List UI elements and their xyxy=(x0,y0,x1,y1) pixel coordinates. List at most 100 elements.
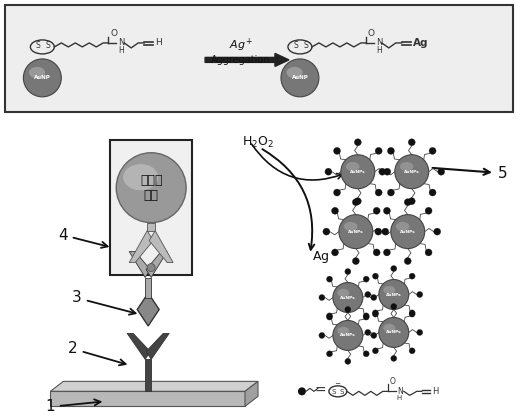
Ellipse shape xyxy=(326,314,333,320)
Text: AuNPs: AuNPs xyxy=(348,229,364,234)
Ellipse shape xyxy=(408,139,415,146)
Ellipse shape xyxy=(409,310,415,316)
Text: H: H xyxy=(376,46,382,56)
Ellipse shape xyxy=(373,208,380,214)
Ellipse shape xyxy=(365,330,371,335)
Polygon shape xyxy=(146,251,167,278)
Ellipse shape xyxy=(404,199,411,206)
Ellipse shape xyxy=(417,291,423,298)
Text: AuNPs: AuNPs xyxy=(404,170,420,174)
Ellipse shape xyxy=(23,59,61,97)
Ellipse shape xyxy=(332,208,338,214)
Polygon shape xyxy=(145,359,151,391)
Ellipse shape xyxy=(352,258,359,264)
Ellipse shape xyxy=(29,67,45,78)
FancyArrow shape xyxy=(205,54,289,66)
Ellipse shape xyxy=(383,286,395,294)
Ellipse shape xyxy=(391,303,397,310)
Ellipse shape xyxy=(375,189,382,196)
Ellipse shape xyxy=(429,189,436,196)
Ellipse shape xyxy=(332,249,338,256)
Text: 4: 4 xyxy=(59,227,108,248)
Ellipse shape xyxy=(396,222,409,231)
Polygon shape xyxy=(149,231,173,263)
Text: Ag$^+$: Ag$^+$ xyxy=(312,249,339,267)
Ellipse shape xyxy=(326,276,333,282)
Ellipse shape xyxy=(404,258,411,264)
Ellipse shape xyxy=(409,273,415,279)
Text: S: S xyxy=(340,389,344,395)
Ellipse shape xyxy=(400,162,413,171)
Ellipse shape xyxy=(382,228,389,235)
Ellipse shape xyxy=(363,314,369,320)
Ellipse shape xyxy=(339,215,373,249)
Ellipse shape xyxy=(323,228,330,235)
Ellipse shape xyxy=(363,313,369,319)
Text: N: N xyxy=(397,387,402,396)
Text: O: O xyxy=(368,29,375,39)
Text: H: H xyxy=(118,46,124,56)
Ellipse shape xyxy=(365,291,371,298)
Text: S: S xyxy=(36,42,41,51)
Ellipse shape xyxy=(372,310,379,316)
Ellipse shape xyxy=(116,153,186,222)
Text: AuNPs: AuNPs xyxy=(340,295,356,300)
Ellipse shape xyxy=(395,155,429,189)
Text: AuNPs: AuNPs xyxy=(386,330,401,334)
Ellipse shape xyxy=(337,289,349,297)
Ellipse shape xyxy=(425,249,432,256)
Ellipse shape xyxy=(383,249,391,256)
Ellipse shape xyxy=(341,155,375,189)
Ellipse shape xyxy=(372,348,379,354)
Ellipse shape xyxy=(333,283,363,312)
Ellipse shape xyxy=(286,67,303,78)
Text: N: N xyxy=(118,39,125,47)
Ellipse shape xyxy=(391,266,397,271)
Ellipse shape xyxy=(375,147,382,154)
Text: 2: 2 xyxy=(68,342,125,365)
Text: 5: 5 xyxy=(433,166,507,181)
Polygon shape xyxy=(129,251,150,278)
Polygon shape xyxy=(127,333,150,359)
Text: O: O xyxy=(390,377,396,386)
Text: AuNPs: AuNPs xyxy=(386,293,401,296)
Polygon shape xyxy=(146,333,169,359)
Ellipse shape xyxy=(387,189,394,196)
Text: =: = xyxy=(314,384,326,398)
Ellipse shape xyxy=(345,359,351,364)
Ellipse shape xyxy=(298,387,306,395)
Ellipse shape xyxy=(409,348,415,354)
Polygon shape xyxy=(147,222,155,231)
Polygon shape xyxy=(129,231,153,263)
Ellipse shape xyxy=(325,168,332,175)
Ellipse shape xyxy=(425,208,432,214)
Ellipse shape xyxy=(363,276,369,282)
Ellipse shape xyxy=(354,198,362,205)
Text: 3: 3 xyxy=(73,290,136,315)
Ellipse shape xyxy=(319,332,325,339)
Ellipse shape xyxy=(372,311,379,317)
Text: AuNPs: AuNPs xyxy=(400,229,415,234)
Bar xyxy=(5,5,513,112)
Polygon shape xyxy=(50,391,245,406)
Ellipse shape xyxy=(326,351,333,357)
Ellipse shape xyxy=(326,313,333,319)
Ellipse shape xyxy=(387,147,394,154)
Text: S: S xyxy=(304,42,308,51)
Ellipse shape xyxy=(379,168,386,175)
Ellipse shape xyxy=(409,311,415,317)
Ellipse shape xyxy=(337,327,349,335)
Text: Ag$^+$: Ag$^+$ xyxy=(229,36,253,54)
Ellipse shape xyxy=(147,264,155,271)
Text: ─: ─ xyxy=(335,381,339,387)
Ellipse shape xyxy=(352,199,359,206)
Text: S: S xyxy=(46,42,51,51)
Text: O: O xyxy=(110,29,117,39)
Text: H: H xyxy=(397,395,402,401)
Text: Ag: Ag xyxy=(413,38,428,48)
Ellipse shape xyxy=(379,280,409,310)
Ellipse shape xyxy=(334,189,340,196)
Ellipse shape xyxy=(334,147,340,154)
Text: AuNPs: AuNPs xyxy=(350,170,366,174)
Text: AuNP: AuNP xyxy=(292,76,308,81)
